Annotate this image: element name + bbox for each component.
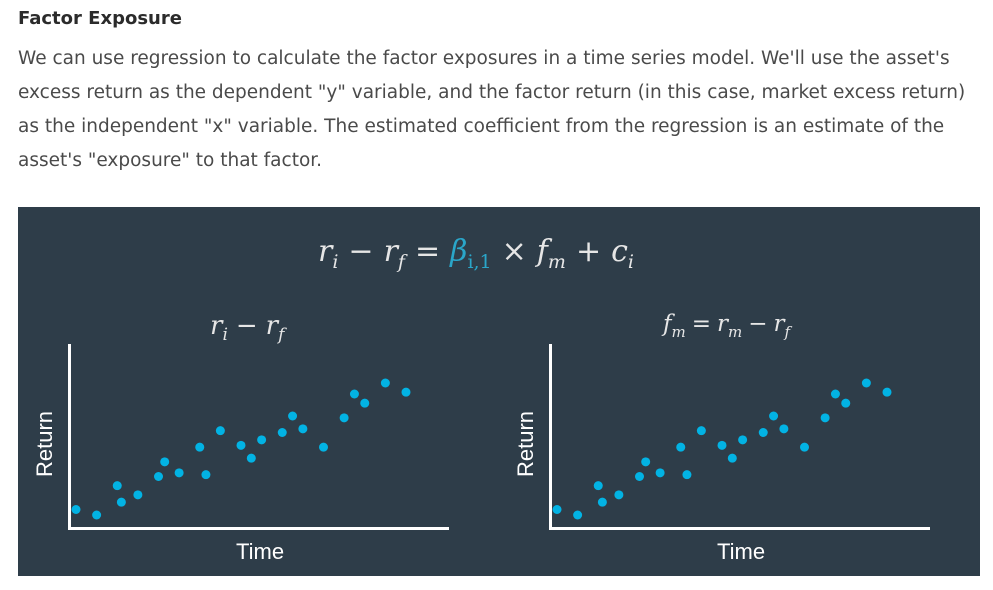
paragraph-line: We can use regression to calculate the f… bbox=[18, 48, 950, 69]
scatter-point bbox=[682, 470, 692, 480]
left-scatter-series bbox=[71, 378, 411, 520]
eq-r: r bbox=[318, 234, 334, 269]
right-scatter-series bbox=[552, 378, 892, 520]
left-axes bbox=[68, 344, 449, 530]
eq-r2: r bbox=[384, 234, 400, 269]
right-y-label: Return bbox=[513, 411, 538, 477]
scatter-point bbox=[349, 389, 359, 399]
scatter-point bbox=[154, 472, 163, 481]
eq-plus: + bbox=[576, 234, 601, 269]
right-panel-title: fm = rm − rf bbox=[661, 311, 793, 341]
scatter-point bbox=[614, 490, 624, 500]
scatter-point bbox=[597, 497, 607, 507]
eq-c-sub: i bbox=[628, 251, 634, 273]
section-heading: Factor Exposure bbox=[18, 8, 182, 29]
eq-beta: β bbox=[449, 234, 467, 269]
scatter-point bbox=[319, 442, 328, 452]
scatter-point bbox=[758, 428, 768, 437]
figure-svg: ri − rf = βi,1 × fm + ci ri − rf fm = rm − rf Time Tim… bbox=[32, 234, 930, 564]
right-x-label: Time bbox=[717, 539, 765, 564]
scatter-point bbox=[717, 440, 727, 450]
scatter-point bbox=[635, 472, 644, 481]
left-y-label: Return bbox=[32, 411, 57, 477]
scatter-point bbox=[298, 424, 308, 434]
eq-c: c bbox=[611, 234, 628, 269]
scatter-point bbox=[92, 510, 102, 520]
eq-fm-sub: m bbox=[548, 251, 566, 273]
eq-r-sub: i bbox=[332, 251, 338, 273]
scatter-point bbox=[174, 468, 184, 478]
paragraph-line: excess return as the dependent "y" varia… bbox=[18, 82, 966, 103]
scatter-point bbox=[277, 428, 287, 437]
scatter-point bbox=[360, 398, 370, 408]
scatter-point bbox=[380, 378, 390, 388]
scatter-point bbox=[655, 468, 665, 478]
scatter-point bbox=[236, 440, 246, 450]
eq-beta-sub: i,1 bbox=[467, 251, 491, 273]
scatter-point bbox=[160, 457, 170, 467]
eq-equals: = bbox=[415, 234, 440, 269]
eq-rf-sub: f bbox=[396, 251, 408, 273]
scatter-point bbox=[593, 481, 603, 491]
scatter-point bbox=[882, 387, 892, 397]
scatter-point bbox=[71, 505, 81, 514]
scatter-point bbox=[727, 453, 737, 463]
intro-paragraph: We can use regression to calculate the f… bbox=[18, 42, 973, 178]
left-x-label: Time bbox=[236, 539, 284, 564]
scatter-point bbox=[116, 497, 126, 507]
left-panel-title: ri − rf bbox=[210, 311, 287, 345]
scatter-point bbox=[861, 378, 871, 388]
scatter-point bbox=[573, 510, 583, 520]
scatter-point bbox=[112, 481, 122, 491]
eq-minus: − bbox=[348, 234, 373, 269]
scatter-point bbox=[215, 426, 225, 436]
scatter-point bbox=[738, 435, 748, 445]
scatter-point bbox=[339, 413, 349, 423]
factor-exposure-figure: ri − rf = βi,1 × fm + ci ri − rf fm = rm − rf Time Tim… bbox=[18, 207, 980, 576]
scatter-point bbox=[246, 453, 256, 463]
eq-times: × bbox=[502, 234, 527, 269]
scatter-point bbox=[201, 470, 211, 480]
scatter-point bbox=[800, 442, 809, 452]
scatter-point bbox=[552, 505, 562, 514]
paragraph-line: asset's "exposure" to that factor. bbox=[18, 150, 323, 171]
main-equation: ri − rf = βi,1 × fm + ci bbox=[318, 234, 634, 273]
scatter-point bbox=[830, 389, 840, 399]
scatter-point bbox=[401, 387, 411, 397]
paragraph-line: as the independent "x" variable. The est… bbox=[18, 116, 945, 137]
scatter-point bbox=[133, 490, 143, 500]
scatter-point bbox=[779, 424, 789, 434]
scatter-point bbox=[288, 411, 298, 421]
scatter-point bbox=[195, 442, 205, 452]
scatter-point bbox=[769, 411, 779, 421]
right-axes bbox=[549, 344, 930, 530]
scatter-point bbox=[820, 413, 830, 423]
scatter-point bbox=[257, 435, 267, 445]
scatter-point bbox=[676, 442, 686, 452]
scatter-point bbox=[696, 426, 706, 436]
scatter-point bbox=[841, 398, 851, 408]
scatter-point bbox=[641, 457, 651, 467]
